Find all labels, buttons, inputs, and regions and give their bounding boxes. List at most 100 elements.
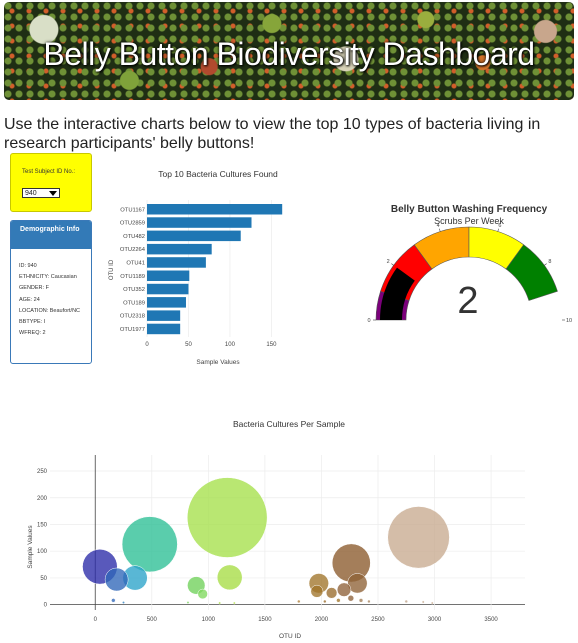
subject-selector-label: Test Subject ID No.: [22,169,76,175]
gauge-chart: Belly Button Washing Frequency Scrubs Pe… [367,204,572,324]
bubble-y-tick: 0 [44,603,48,609]
bubble-mark [186,601,190,604]
gauge-tick-label: 10 [566,318,572,324]
bubble-mark [297,599,301,604]
demographic-wfreq: WFREQ: 2 [19,330,46,337]
bubble-y-tick: 150 [37,522,48,528]
bar-x-tick: 0 [145,342,149,348]
bar-category-label: OTU2859 [120,221,145,227]
demographic-ethnicity: ETHNICITY: Caucasian [19,274,77,281]
chevron-down-icon [49,191,57,196]
intro-text: Use the interactive charts below to view… [4,116,541,152]
bar-chart-y-label: OTU ID [109,259,115,280]
subject-selector-panel: Test Subject ID No.: 940 [10,153,92,212]
bar-category-label: OTU41 [126,260,145,266]
demographic-age: AGE: 24 [19,296,40,303]
bubble-mark [111,598,116,603]
bubble-mark [430,601,434,605]
gauge-title: Belly Button Washing Frequency [391,204,548,215]
bubble-mark [122,601,125,604]
bubble-mark [421,600,425,604]
bubble-mark [347,573,368,594]
bubble-y-tick: 200 [37,496,48,502]
gauge-tick [391,263,394,266]
bubble-x-tick: 1000 [202,617,216,623]
bubble-x-tick: 500 [147,617,158,623]
bubble-chart-x-label: OTU ID [279,633,301,640]
bar-chart-title: Top 10 Bacteria Cultures Found [158,169,278,179]
bubble-x-tick: 3500 [484,617,498,623]
bar-mark [147,310,181,321]
bubble-mark [367,599,371,604]
bar-chart-x-label: Sample Values [196,359,240,366]
bubble-y-tick: 50 [40,576,47,582]
bar-mark [147,283,189,295]
bubble-mark [218,601,222,605]
bubble-mark [387,506,450,569]
bubble-mark [232,601,236,605]
bubble-mark [336,598,341,603]
bar-x-tick: 50 [185,342,192,348]
bubble-mark [323,599,327,604]
page-title: Belly Button Biodiversity Dashboard [43,36,535,72]
gauge-tick-label: 0 [367,318,370,324]
header-banner: Belly Button Biodiversity Dashboard [4,2,574,100]
gauge-band [505,244,558,301]
gauge-value: 2 [457,280,478,322]
bubble-mark [347,595,355,602]
bubble-mark [197,588,208,600]
bubble-mark [358,598,364,603]
bubble-mark [404,599,408,604]
demographic-info: ID: 940 ETHNICITY: Caucasian GENDER: F A… [11,249,91,336]
gauge-subtitle: Scrubs Per Week [434,216,504,226]
bubble-chart-y-label: Sample Values [27,525,34,569]
bar-category-label: OTU1977 [120,327,145,333]
bar-mark [147,270,190,281]
demographic-bbtype: BBTYPE: I [19,319,46,326]
bubble-chart-title: Bacteria Cultures Per Sample [233,419,345,429]
bar-mark [147,297,186,308]
bubble-x-tick: 2500 [371,617,385,623]
bar-category-label: OTU482 [123,234,145,240]
demographic-location: LOCATION: Beaufort/NC [19,307,81,314]
bar-chart: Top 10 Bacteria Cultures Found OTU1167 OT… [109,169,283,366]
bubble-mark [216,564,243,591]
gauge-tick-label: 4 [437,223,440,229]
bar-category-label: OTU1167 [120,207,145,213]
bubble-x-tick: 2000 [315,617,329,623]
bubble-mark [121,516,178,573]
bar-mark [147,323,181,335]
bubble-mark [104,567,129,592]
subject-id-dropdown[interactable]: 940 [22,188,60,198]
bubble-x-tick: 0 [94,617,98,623]
subject-id-value: 940 [25,190,37,197]
bar-mark [147,230,241,242]
bar-category-label: OTU1189 [120,274,145,280]
bubble-mark [187,477,268,558]
bar-category-label: OTU2264 [120,247,146,253]
bubble-x-tick: 1500 [258,617,272,623]
bubble-x-tick: 3000 [428,617,442,623]
gauge-tick [497,228,499,232]
bubble-mark [336,582,352,597]
demographic-title: Demographic Info [11,221,91,249]
bar-category-label: OTU2318 [120,314,145,320]
bar-mark [147,243,212,255]
bar-x-tick: 150 [266,342,277,348]
bar-category-label: OTU352 [123,287,145,293]
demographic-panel: Demographic Info ID: 940 ETHNICITY: Cauc… [10,220,92,364]
gauge-tick-label: 2 [387,259,390,265]
demographic-gender: GENDER: F [19,285,49,292]
bar-mark [147,217,252,228]
gauge-tick-label: 8 [548,259,551,265]
bubble-mark [310,584,324,598]
bar-x-tick: 100 [225,342,236,348]
bubble-y-tick: 100 [37,549,48,555]
bubble-mark [325,587,338,599]
gauge-tick-label: 6 [498,223,501,229]
bubble-y-tick: 250 [37,469,48,475]
bar-mark [147,204,283,215]
bubble-chart: Bacteria Cultures Per Sample 0 500 1000 150… [27,419,525,640]
demographic-id: ID: 940 [19,263,37,269]
bar-category-label: OTU189 [123,300,145,306]
